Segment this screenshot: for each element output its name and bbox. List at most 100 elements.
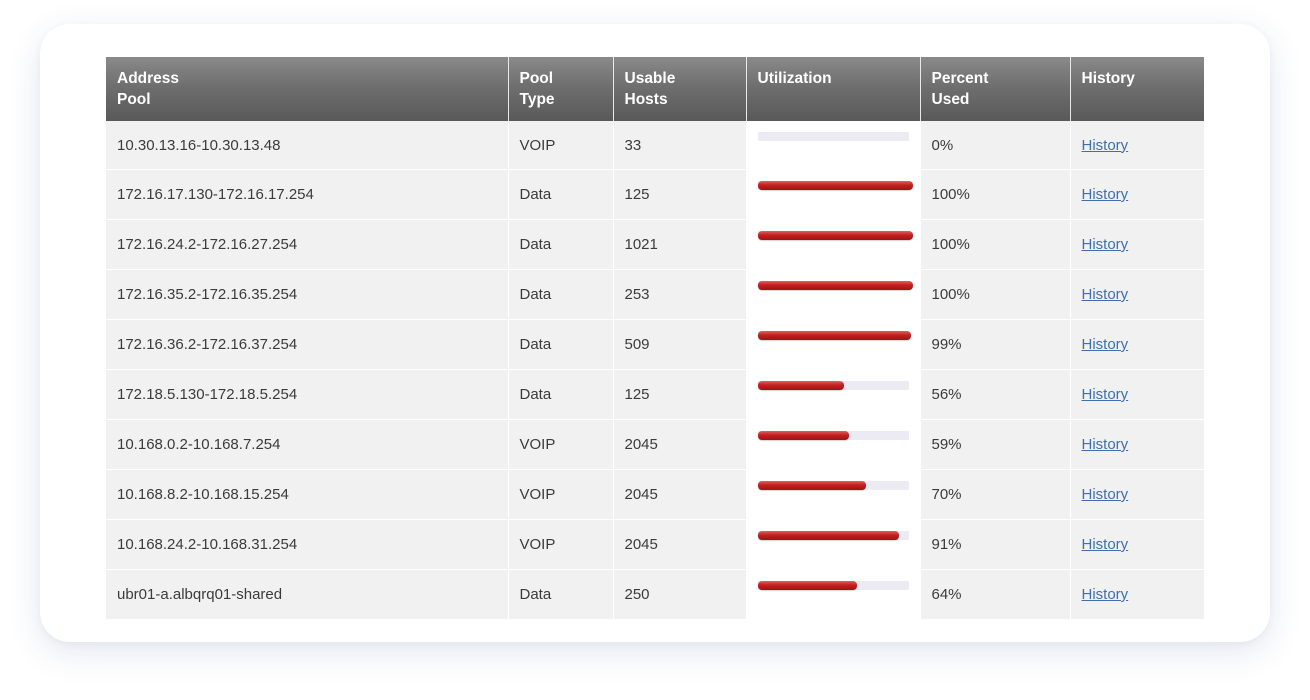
history-link[interactable]: History	[1081, 436, 1129, 453]
percent-used-cell: 99%	[920, 319, 1071, 370]
column-header-label: Percent Used	[931, 70, 989, 108]
percent-used-cell: 70%	[920, 469, 1071, 520]
utilization-cell	[746, 369, 921, 420]
table-row: 10.168.8.2-10.168.15.254 VOIP 2045 70% Histo…	[106, 469, 1204, 520]
table-row: 172.16.35.2-172.16.35.254 Data 253 100% Hist…	[106, 269, 1204, 320]
utilization-bar-fill	[757, 181, 913, 190]
utilization-bar-fill	[757, 381, 845, 390]
utilization-cell	[746, 319, 921, 370]
history-link[interactable]: History	[1081, 136, 1129, 154]
utilization-bar-fill	[757, 481, 866, 490]
utilization-bar-track	[757, 181, 913, 190]
column-header-label: Pool Type	[519, 70, 555, 108]
table-row: 172.16.17.130-172.16.17.254 Data 125 100% Hi…	[106, 169, 1204, 220]
history-link[interactable]: History	[1081, 586, 1129, 603]
header-row: Address Pool Pool Type Usable Hosts Utiliza…	[106, 57, 1204, 121]
address-pool-cell: 172.16.17.130-172.16.17.254	[106, 169, 509, 220]
table-row: 10.168.0.2-10.168.7.254 VOIP 2045 59% Histor…	[106, 419, 1204, 470]
pool-type-cell: VOIP	[508, 519, 614, 570]
usable-hosts-cell: 253	[613, 269, 747, 320]
pool-type-cell: Data	[508, 169, 614, 220]
history-link[interactable]: History	[1081, 186, 1129, 203]
usable-hosts-cell: 2045	[613, 519, 747, 570]
address-pool-cell: ubr01-a.albqrq01-shared	[106, 569, 509, 620]
address-pool-cell: 10.168.8.2-10.168.15.254	[106, 469, 509, 520]
percent-used-cell: 0%	[920, 121, 1071, 170]
utilization-cell	[746, 569, 921, 620]
usable-hosts-cell: 125	[613, 169, 747, 220]
address-pool-cell: 172.16.24.2-172.16.27.254	[106, 219, 509, 270]
utilization-cell	[746, 419, 921, 470]
utilization-cell	[746, 219, 921, 270]
pool-type-cell: Data	[508, 319, 614, 370]
utilization-cell	[746, 519, 921, 570]
percent-used-cell: 56%	[920, 369, 1071, 420]
column-header-label: Usable Hosts	[624, 70, 676, 108]
column-header-label: Address Pool	[117, 70, 180, 108]
address-pool-cell: 10.168.24.2-10.168.31.254	[106, 519, 509, 570]
table-row: 10.30.13.16-10.30.13.48 VOIP 33 0% History	[106, 121, 1204, 170]
history-cell: History	[1070, 269, 1204, 320]
history-cell: History	[1070, 369, 1204, 420]
history-cell: History	[1070, 469, 1204, 520]
utilization-cell	[746, 269, 921, 320]
history-cell: History	[1070, 419, 1204, 470]
utilization-cell	[746, 169, 921, 220]
utilization-bar-fill	[757, 531, 899, 540]
percent-used-cell: 100%	[920, 169, 1071, 220]
column-header-percent-used: Percent Used	[920, 57, 1071, 121]
address-pool-cell: 172.18.5.130-172.18.5.254	[106, 369, 509, 420]
table-row: ubr01-a.albqrq01-shared Data 250 64% History	[106, 569, 1204, 620]
history-link[interactable]: History	[1081, 386, 1129, 403]
utilization-bar-fill	[757, 581, 857, 590]
percent-used-cell: 91%	[920, 519, 1071, 570]
column-header-utilization: Utilization	[746, 57, 921, 121]
usable-hosts-cell: 509	[613, 319, 747, 370]
history-link[interactable]: History	[1081, 286, 1129, 303]
history-link[interactable]: History	[1081, 536, 1129, 553]
utilization-bar-track	[757, 132, 909, 141]
column-header-label: History	[1081, 70, 1135, 87]
table-row: 172.16.24.2-172.16.27.254 Data 1021 100% His…	[106, 219, 1204, 270]
utilization-bar-track	[757, 331, 911, 340]
usable-hosts-cell: 2045	[613, 419, 747, 470]
history-cell: History	[1070, 519, 1204, 570]
utilization-bar-track	[757, 231, 913, 240]
history-link[interactable]: History	[1081, 236, 1129, 253]
history-link[interactable]: History	[1081, 336, 1129, 353]
utilization-cell	[746, 121, 921, 170]
column-header-pool-type: Pool Type	[508, 57, 614, 121]
pool-type-cell: VOIP	[508, 469, 614, 520]
history-cell: History	[1070, 319, 1204, 370]
usable-hosts-cell: 125	[613, 369, 747, 420]
address-pool-table: Address Pool Pool Type Usable Hosts Utiliza…	[106, 57, 1204, 620]
usable-hosts-cell: 1021	[613, 219, 747, 270]
percent-used-cell: 64%	[920, 569, 1071, 620]
table-header: Address Pool Pool Type Usable Hosts Utiliza…	[106, 57, 1204, 121]
utilization-bar-track	[757, 431, 909, 440]
utilization-bar-track	[757, 481, 909, 490]
column-header-label: Utilization	[757, 70, 832, 87]
history-cell: History	[1070, 121, 1204, 170]
usable-hosts-cell: 2045	[613, 469, 747, 520]
address-pool-cell: 172.16.36.2-172.16.37.254	[106, 319, 509, 370]
table-row: 172.18.5.130-172.18.5.254 Data 125 56% Histo…	[106, 369, 1204, 420]
utilization-bar-fill	[757, 231, 913, 240]
address-pool-cell: 10.168.0.2-10.168.7.254	[106, 419, 509, 470]
pool-type-cell: VOIP	[508, 419, 614, 470]
usable-hosts-cell: 33	[613, 121, 747, 170]
pool-type-cell: Data	[508, 569, 614, 620]
percent-used-cell: 100%	[920, 219, 1071, 270]
history-cell: History	[1070, 219, 1204, 270]
history-link[interactable]: History	[1081, 486, 1129, 503]
history-cell: History	[1070, 569, 1204, 620]
pool-type-cell: Data	[508, 219, 614, 270]
utilization-bar-fill	[757, 331, 911, 340]
usable-hosts-cell: 250	[613, 569, 747, 620]
utilization-cell	[746, 469, 921, 520]
utilization-bar-track	[757, 531, 909, 540]
utilization-bar-track	[757, 381, 909, 390]
utilization-bar-fill	[757, 281, 913, 290]
column-header-address-pool: Address Pool	[106, 57, 509, 121]
pool-type-cell: Data	[508, 369, 614, 420]
